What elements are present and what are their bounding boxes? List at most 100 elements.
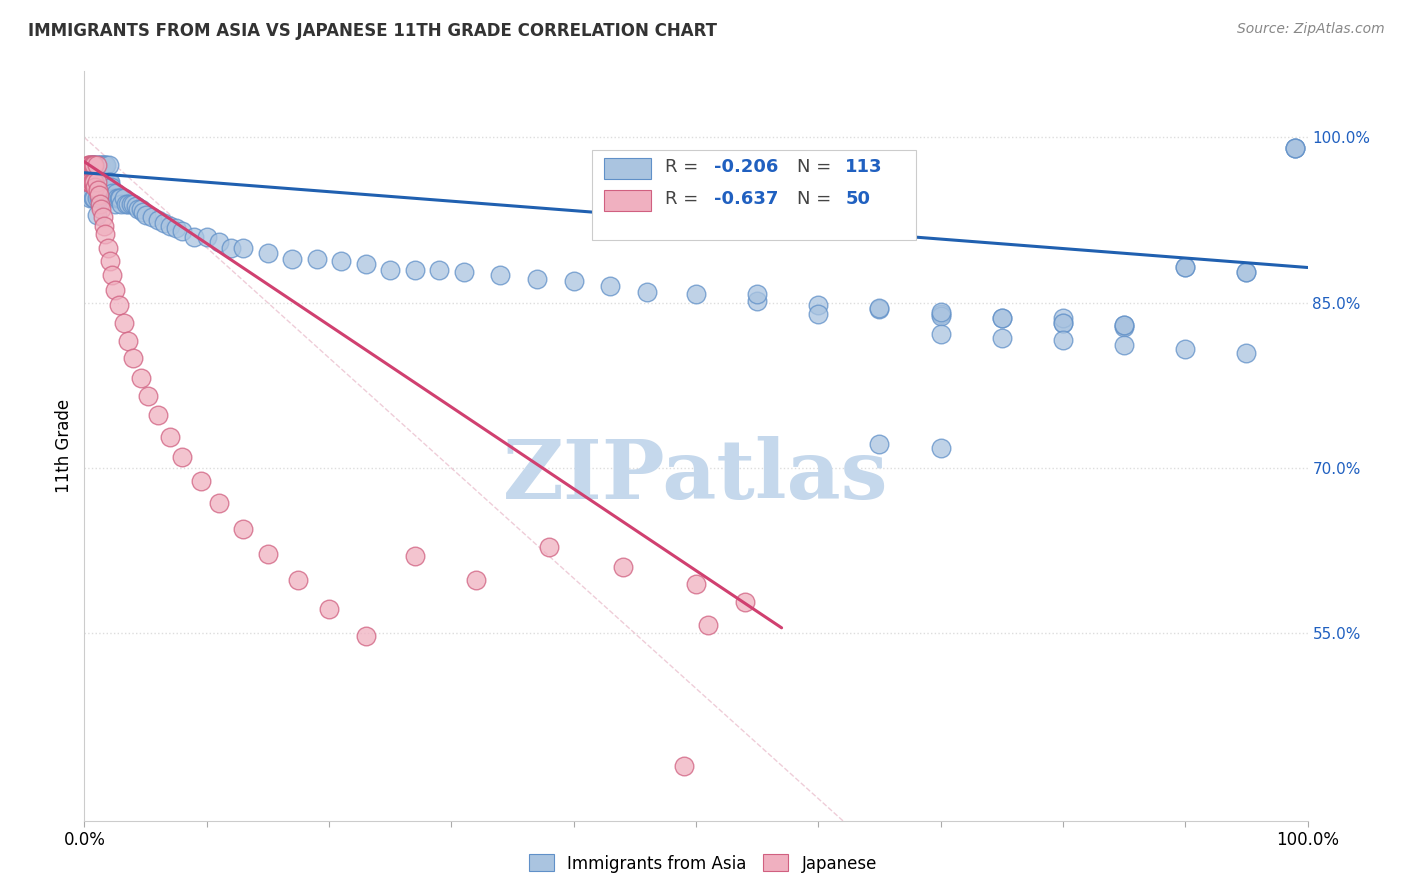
Point: [87, 158, 110, 172]
Point: [89, 196, 111, 211]
Legend: Immigrants from Asia, Japanese: Immigrants from Asia, Japanese: [522, 847, 884, 880]
Point: [612, 560, 634, 574]
Point: [219, 241, 242, 255]
Point: [807, 307, 830, 321]
Text: ZIPatlas: ZIPatlas: [503, 436, 889, 516]
Point: [96, 175, 118, 189]
Point: [141, 210, 163, 224]
Point: [190, 475, 212, 489]
Point: [80, 158, 103, 172]
Point: [232, 522, 254, 536]
Point: [195, 229, 218, 244]
Point: [208, 496, 231, 510]
Point: [94, 158, 117, 172]
Point: [1174, 260, 1197, 275]
Point: [82, 175, 104, 189]
Point: [453, 265, 475, 279]
Point: [80, 175, 103, 189]
Point: [1052, 316, 1074, 330]
Point: [110, 196, 132, 211]
Point: [98, 253, 121, 268]
Point: [120, 196, 142, 211]
Point: [93, 158, 115, 172]
Point: [991, 311, 1014, 326]
Point: [90, 175, 112, 189]
Point: [100, 180, 122, 194]
Point: [172, 224, 194, 238]
Point: [90, 158, 112, 172]
Point: [146, 213, 169, 227]
Point: [101, 186, 124, 200]
Point: [117, 196, 139, 211]
Point: [86, 158, 108, 172]
Point: [87, 183, 110, 197]
Point: [82, 191, 104, 205]
Point: [84, 180, 107, 194]
Point: [86, 175, 108, 189]
Point: [807, 298, 830, 312]
Point: [318, 602, 340, 616]
Point: [281, 252, 304, 266]
Point: [104, 283, 127, 297]
Point: [1052, 316, 1074, 330]
Point: [77, 158, 100, 172]
Point: [91, 210, 114, 224]
Point: [83, 158, 105, 172]
Point: [427, 262, 450, 277]
Point: [153, 216, 176, 230]
Point: [685, 576, 707, 591]
Point: [132, 205, 155, 219]
Point: [232, 241, 254, 255]
Point: [991, 311, 1014, 326]
Point: [159, 430, 181, 444]
Point: [80, 158, 103, 172]
Point: [1114, 337, 1136, 351]
Point: [526, 271, 548, 285]
Point: [86, 175, 108, 189]
Point: [489, 268, 512, 283]
Point: [464, 574, 486, 588]
Point: [599, 279, 621, 293]
Text: -0.206: -0.206: [714, 158, 779, 176]
Point: [90, 202, 112, 216]
Point: [1236, 265, 1258, 279]
Point: [79, 158, 101, 172]
Point: [87, 175, 110, 189]
Point: [79, 175, 101, 189]
Point: [77, 158, 100, 172]
Point: [685, 287, 707, 301]
Text: N =: N =: [797, 158, 838, 176]
Point: [83, 191, 105, 205]
Point: [1052, 333, 1074, 347]
Point: [83, 175, 105, 189]
Point: [79, 175, 101, 189]
Point: [287, 574, 309, 588]
Point: [82, 158, 104, 172]
Point: [83, 158, 105, 172]
Point: [172, 450, 194, 464]
Point: [112, 191, 135, 205]
Point: [354, 628, 377, 642]
Text: R =: R =: [665, 158, 704, 176]
Text: 50: 50: [845, 191, 870, 209]
Point: [84, 175, 107, 189]
Point: [79, 158, 101, 172]
Point: [929, 304, 952, 318]
Point: [697, 617, 720, 632]
Point: [83, 175, 105, 189]
FancyBboxPatch shape: [592, 150, 917, 240]
Point: [82, 158, 104, 172]
Point: [869, 301, 891, 316]
Point: [1236, 265, 1258, 279]
Point: [104, 196, 127, 211]
Point: [869, 437, 891, 451]
Point: [77, 175, 100, 189]
Point: [929, 441, 952, 455]
Point: [1052, 311, 1074, 326]
Point: [538, 541, 561, 555]
Point: [404, 549, 426, 564]
Point: [747, 293, 769, 308]
Point: [117, 334, 139, 349]
Point: [93, 219, 115, 233]
Text: -0.637: -0.637: [714, 191, 779, 209]
